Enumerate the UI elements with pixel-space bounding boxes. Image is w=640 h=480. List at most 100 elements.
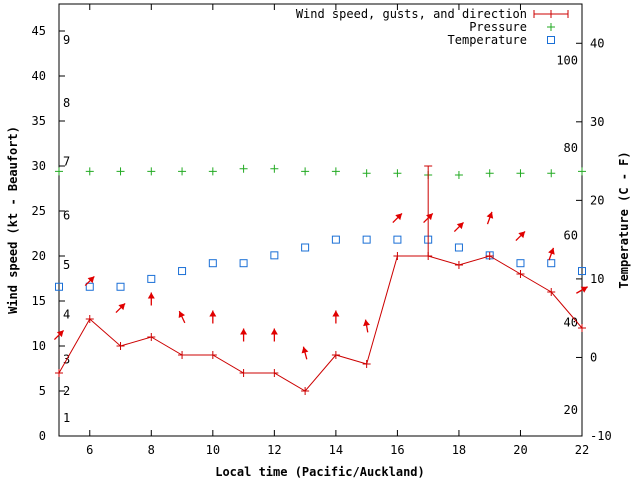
pressure-point [516, 169, 525, 178]
wind-direction-head [270, 328, 278, 335]
temperature-point [270, 251, 279, 260]
wind-direction-head [118, 303, 126, 311]
y-tick-label: 5 [39, 384, 46, 398]
wind-direction-arrow [53, 329, 65, 341]
wind-speed-point [424, 252, 433, 260]
legend-swatch-wind-marker [547, 10, 555, 18]
x-tick-label: 18 [452, 443, 466, 457]
y-axis-title: Wind speed (kt - Beaufort) [6, 126, 20, 314]
wind-speed-point [516, 270, 525, 278]
y-tick-label: 25 [32, 204, 46, 218]
wind-direction-head [87, 276, 95, 284]
wind-direction-arrow [209, 310, 217, 324]
pressure-point [578, 167, 586, 176]
wind-speed-point [301, 387, 310, 395]
wind-direction-head [332, 310, 340, 317]
wind-speed-point [239, 369, 248, 377]
wind-direction-arrow [576, 286, 588, 294]
pressure-point [85, 167, 94, 176]
wind-direction-head [56, 330, 64, 338]
wind-direction-arrow [240, 328, 248, 342]
temperature-point [301, 243, 310, 252]
pressure-point [239, 164, 248, 173]
x-tick-label: 12 [267, 443, 281, 457]
wind-direction-arrow [301, 346, 309, 360]
x-tick-label: 16 [390, 443, 404, 457]
wind-speed-point [208, 351, 217, 359]
x-tick-label: 8 [148, 443, 155, 457]
wind-direction-arrow [147, 292, 155, 306]
wind-direction-head [426, 213, 433, 221]
x-tick-label: 20 [513, 443, 527, 457]
pressure-point [485, 169, 494, 178]
wind-direction-head [486, 211, 494, 219]
legend-swatch-pressure [547, 23, 555, 31]
temperature-point [85, 282, 94, 291]
y2-tick-label: 40 [590, 36, 604, 50]
x-axis-title: Local time (Pacific/Auckland) [215, 465, 425, 479]
beaufort-tick-label: 7 [63, 155, 70, 169]
wind-speed-point [147, 333, 156, 341]
pressure-point [547, 169, 556, 178]
wind-speed-point [116, 342, 125, 350]
wind-speed-point [547, 288, 556, 296]
wind-speed-line [58, 255, 583, 392]
temperature-point [547, 259, 556, 268]
pressure-point [116, 167, 125, 176]
fahrenheit-tick-label: 20 [564, 403, 578, 417]
wind-speed-point [85, 315, 94, 323]
wind-direction-head [363, 319, 371, 327]
fahrenheit-tick-label: 60 [564, 228, 578, 242]
wind-speed-point [55, 369, 63, 377]
temperature-point [393, 235, 402, 244]
legend-label: Wind speed, gusts, and direction [296, 7, 527, 21]
y-tick-label: 30 [32, 159, 46, 173]
y2-tick-label: -10 [590, 429, 612, 443]
wind-direction-arrow [515, 230, 526, 242]
y-tick-label: 35 [32, 114, 46, 128]
temperature-point [454, 243, 463, 252]
legend-label: Temperature [448, 33, 527, 47]
wind-speed-point [178, 351, 187, 359]
wind-direction-head [147, 292, 155, 299]
wind-direction-arrow [84, 275, 95, 287]
temperature-point [147, 274, 156, 283]
temperature-point [178, 267, 187, 276]
pressure-point [301, 167, 310, 176]
beaufort-tick-label: 4 [63, 308, 70, 322]
wind-direction-arrow [423, 212, 434, 224]
fahrenheit-tick-label: 80 [564, 141, 578, 155]
pressure-point [362, 169, 371, 178]
wind-speed-point [331, 351, 340, 359]
y2-tick-label: 30 [590, 115, 604, 129]
beaufort-tick-label: 2 [63, 384, 70, 398]
pressure-point [208, 167, 217, 176]
temperature-point [331, 235, 340, 244]
pressure-point [178, 167, 187, 176]
wind-speed-point [485, 252, 494, 260]
temperature-point [55, 282, 63, 291]
wind-speed-point [362, 360, 371, 368]
y2-axis-title: Temperature (C - F) [617, 151, 631, 288]
x-tick-label: 10 [206, 443, 220, 457]
wind-direction-arrow [115, 302, 126, 314]
fahrenheit-tick-label: 40 [564, 316, 578, 330]
x-tick-label: 22 [575, 443, 589, 457]
pressure-point [55, 167, 63, 176]
wind-direction-arrow [332, 310, 340, 324]
wind-direction-head [580, 286, 588, 293]
y-tick-label: 15 [32, 294, 46, 308]
beaufort-tick-label: 9 [63, 33, 70, 47]
y-tick-label: 0 [39, 429, 46, 443]
beaufort-tick-label: 5 [63, 258, 70, 272]
wind-direction-head [301, 346, 309, 354]
y-tick-label: 45 [32, 24, 46, 38]
beaufort-tick-label: 1 [63, 411, 70, 425]
temperature-point [516, 259, 525, 268]
wind-direction-arrow [392, 212, 403, 224]
pressure-point [393, 169, 402, 178]
wind-direction-head [178, 311, 186, 319]
wind-direction-arrow [363, 319, 371, 333]
wind-direction-head [395, 213, 403, 221]
